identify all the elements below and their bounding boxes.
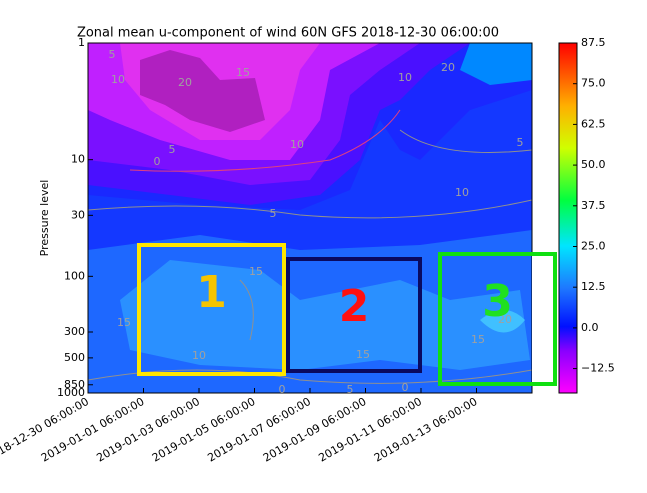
blank-area (532, 254, 555, 384)
colorbar-tick-label: −12.5 (581, 362, 615, 375)
y-tick-label: 500 (64, 351, 85, 364)
x-tick-label: 2019-01-07 06:00:00 (205, 395, 313, 465)
colorbar-tick-label: 62.5 (581, 117, 606, 130)
annotation-box (286, 257, 422, 373)
contour-label: 5 (109, 48, 116, 61)
contour-label: 10 (290, 138, 304, 151)
contour-label: 15 (356, 348, 370, 361)
contour-label: 20 (441, 61, 455, 74)
contour-label: 20 (498, 313, 512, 326)
contour-label: 5 (270, 207, 277, 220)
contour-label: 5 (347, 383, 354, 396)
x-tick-label: 2019-01-01 06:00:00 (39, 395, 147, 465)
y-tick-label: 10 (71, 153, 85, 166)
colorbar-tick-label: 50.0 (581, 158, 606, 171)
contour-label: 10 (192, 349, 206, 362)
contour-label: 20 (178, 76, 192, 89)
annotation-label: 1 (196, 267, 227, 318)
colorbar-tick-label: 37.5 (581, 199, 606, 212)
contour-label: 0 (154, 155, 161, 168)
x-tick-label: 2019-01-03 06:00:00 (94, 395, 202, 465)
y-tick-label: 30 (71, 208, 85, 221)
contour-label: 10 (398, 71, 412, 84)
contour-label: 0 (279, 383, 286, 396)
contour-label: 5 (169, 143, 176, 156)
contour-label: 10 (111, 73, 125, 86)
contour-label: 5 (517, 136, 524, 149)
annotation-label: 3 (482, 276, 513, 327)
contour-label: 0 (402, 381, 409, 394)
contour-label: 15 (471, 333, 485, 346)
colorbar-tick-label: 87.5 (581, 36, 606, 49)
contour-field (88, 43, 532, 393)
colorbar-tick-label: 0.0 (581, 321, 599, 334)
colorbar (558, 42, 578, 394)
contour-label: 15 (117, 316, 131, 329)
contour-label: 15 (249, 265, 263, 278)
x-tick-label: 2019-01-09 06:00:00 (261, 395, 369, 465)
colorbar-tick-label: 12.5 (581, 280, 606, 293)
colorbar-tick-label: 75.0 (581, 77, 606, 90)
annotation-box (137, 243, 286, 376)
y-tick-label: 100 (64, 269, 85, 282)
y-axis-label: Pressure level (38, 180, 51, 257)
x-tick-label: 2019-01-05 06:00:00 (150, 395, 258, 465)
y-tick-label: 1 (78, 36, 85, 49)
annotation-label: 2 (339, 281, 370, 332)
annotation-box (438, 252, 557, 386)
colorbar-tick-label: 25.0 (581, 239, 606, 252)
y-tick-label: 1000 (57, 386, 85, 399)
y-tick-label: 300 (64, 325, 85, 338)
chart-title: Zonal mean u-component of wind 60N GFS 2… (77, 26, 499, 41)
contour-label: 10 (455, 186, 469, 199)
x-tick-label: 2019-01-11 06:00:00 (316, 395, 424, 465)
x-tick-label: 2019-01-13 06:00:00 (372, 395, 480, 465)
y-tick-label: 850 (64, 378, 85, 391)
contour-label: 15 (236, 66, 250, 79)
